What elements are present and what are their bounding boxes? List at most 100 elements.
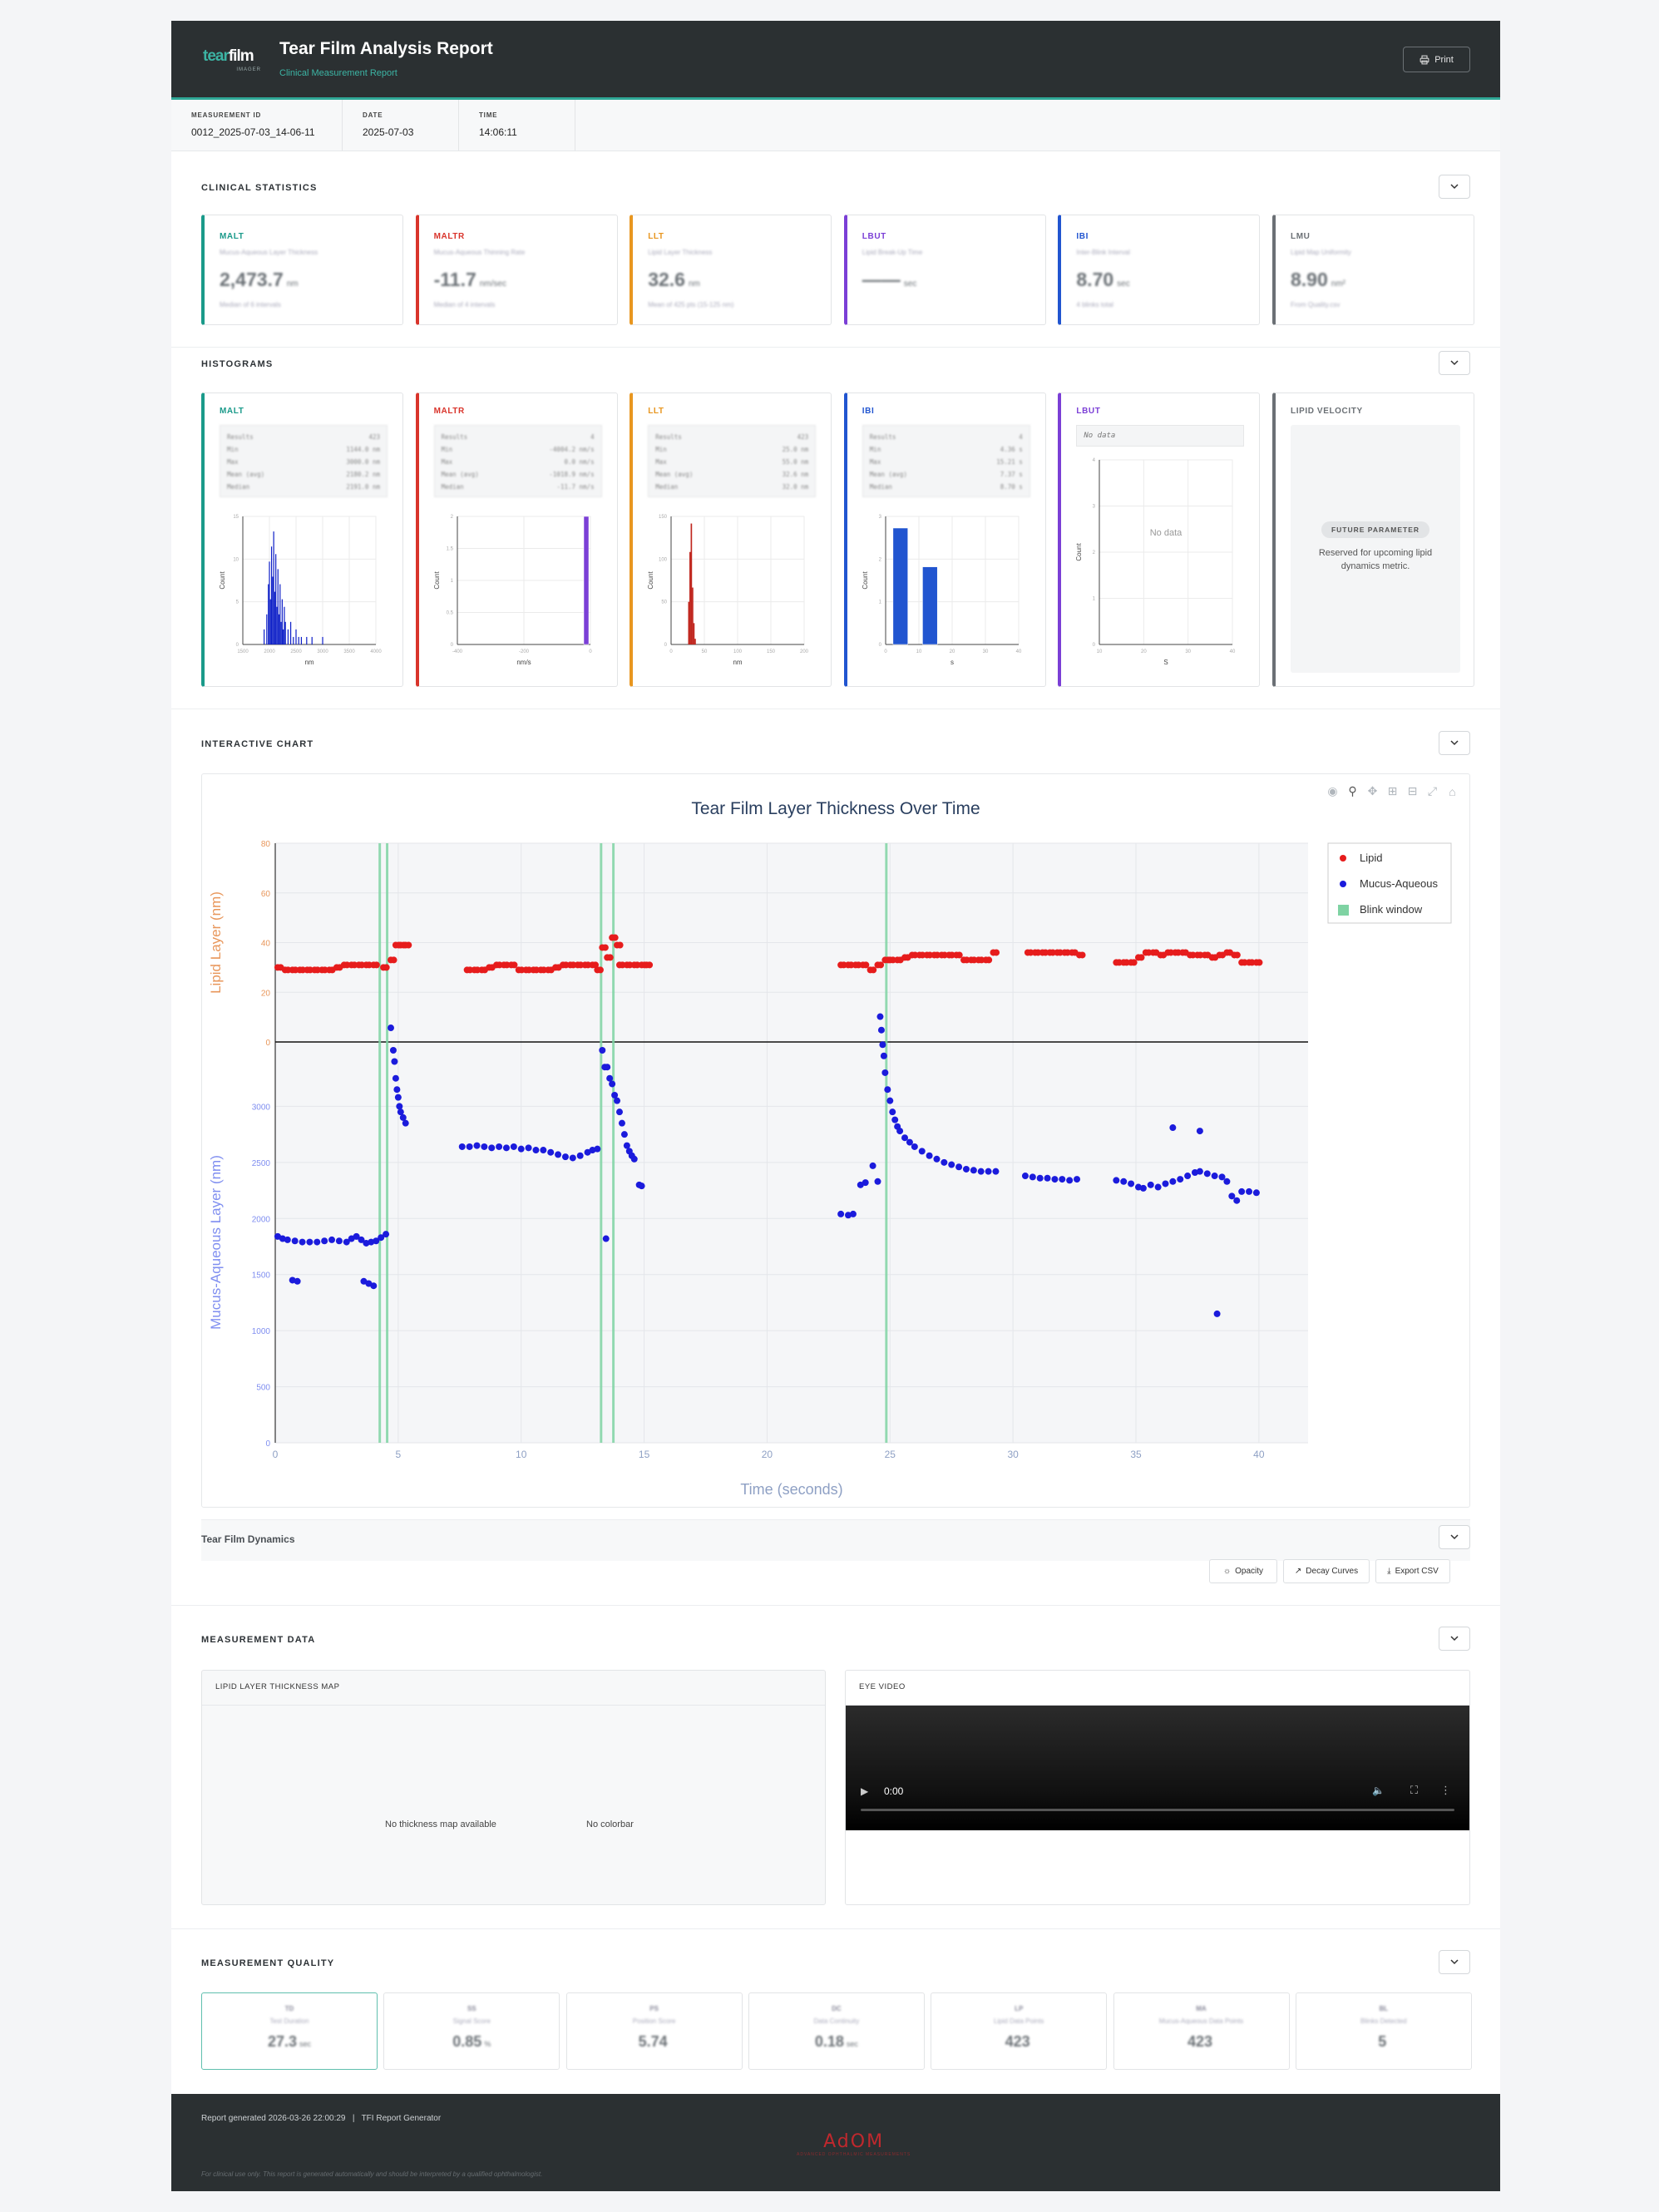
ma-point[interactable] xyxy=(370,1282,378,1290)
ma-point[interactable] xyxy=(889,1108,896,1116)
blink-window[interactable] xyxy=(885,843,888,1443)
collapse-measurement-button[interactable] xyxy=(1439,1627,1470,1651)
ma-point[interactable] xyxy=(977,1168,985,1175)
lipid-point[interactable] xyxy=(383,964,390,971)
legend-marker[interactable] xyxy=(1340,855,1346,862)
ma-point[interactable] xyxy=(609,1080,616,1088)
more-icon[interactable]: ⋮ xyxy=(1440,1784,1451,1796)
histogram-bar[interactable] xyxy=(311,636,313,644)
camera-icon[interactable]: ◉ xyxy=(1327,784,1338,797)
blink-window[interactable] xyxy=(386,843,389,1443)
ma-point[interactable] xyxy=(561,1153,569,1161)
ma-point[interactable] xyxy=(387,1025,394,1032)
histogram-bar[interactable] xyxy=(694,639,696,644)
ma-point[interactable] xyxy=(886,1097,894,1104)
ma-point[interactable] xyxy=(901,1134,909,1142)
histogram-plot[interactable]: 10 20 30 40 0 1 2 3 4 S Count No data xyxy=(1073,453,1247,678)
print-button[interactable]: Print xyxy=(1403,47,1470,72)
histogram-bar[interactable] xyxy=(274,591,275,644)
histogram-bar[interactable] xyxy=(693,623,695,644)
ma-point[interactable] xyxy=(1233,1197,1241,1204)
ma-point[interactable] xyxy=(481,1143,488,1150)
ma-point[interactable] xyxy=(321,1237,328,1245)
lipid-point[interactable] xyxy=(511,961,518,969)
ma-point[interactable] xyxy=(941,1158,948,1166)
ma-point[interactable] xyxy=(532,1147,540,1154)
ma-point[interactable] xyxy=(547,1148,555,1156)
ma-point[interactable] xyxy=(466,1143,473,1150)
histogram-bar[interactable] xyxy=(287,629,289,644)
histogram-bar[interactable] xyxy=(268,584,269,644)
ma-point[interactable] xyxy=(576,1152,584,1159)
lipid-point[interactable] xyxy=(596,966,604,974)
ma-point[interactable] xyxy=(606,1074,614,1082)
ma-point[interactable] xyxy=(906,1138,913,1146)
ma-point[interactable] xyxy=(880,1052,887,1059)
lipid-point[interactable] xyxy=(1256,959,1263,966)
ma-point[interactable] xyxy=(1128,1180,1135,1187)
ma-point[interactable] xyxy=(874,1178,881,1185)
legend-marker[interactable] xyxy=(1338,905,1349,916)
lipid-point[interactable] xyxy=(616,941,624,949)
collapse-quality-button[interactable] xyxy=(1439,1950,1470,1974)
ma-point[interactable] xyxy=(879,1041,886,1049)
ma-point[interactable] xyxy=(397,1108,404,1116)
ma-point[interactable] xyxy=(891,1116,899,1123)
ma-point[interactable] xyxy=(488,1144,496,1152)
ma-point[interactable] xyxy=(314,1238,321,1246)
histogram-plot[interactable]: 0 50 100 150 200 0 50 100 150 nm Count xyxy=(644,510,819,678)
lipid-point[interactable] xyxy=(1079,951,1086,959)
ma-point[interactable] xyxy=(869,1162,876,1169)
histogram-bar[interactable] xyxy=(921,566,938,645)
legend-marker[interactable] xyxy=(1340,881,1346,887)
histogram-bar[interactable] xyxy=(690,523,693,644)
ma-point[interactable] xyxy=(1228,1192,1236,1200)
ma-point[interactable] xyxy=(394,1094,402,1101)
ma-point[interactable] xyxy=(611,1091,619,1099)
ma-point[interactable] xyxy=(620,1131,628,1138)
ma-point[interactable] xyxy=(510,1143,517,1150)
ma-point[interactable] xyxy=(1184,1173,1192,1180)
ma-point[interactable] xyxy=(1162,1180,1169,1187)
ma-point[interactable] xyxy=(1154,1183,1162,1191)
blink-window[interactable] xyxy=(612,843,615,1443)
lipid-point[interactable] xyxy=(606,954,614,961)
play-icon[interactable]: ▶ xyxy=(861,1785,869,1797)
lipid-point[interactable] xyxy=(646,961,654,969)
collapse-clinical-button[interactable] xyxy=(1439,175,1470,199)
histogram-bar[interactable] xyxy=(583,516,589,645)
video-progress-bar[interactable] xyxy=(861,1809,1454,1811)
ma-point[interactable] xyxy=(1044,1174,1051,1182)
ma-point[interactable] xyxy=(884,1086,891,1094)
ma-point[interactable] xyxy=(1196,1168,1203,1175)
ma-point[interactable] xyxy=(378,1234,385,1242)
ma-point[interactable] xyxy=(985,1168,992,1175)
ma-point[interactable] xyxy=(1120,1178,1128,1185)
export-csv-button[interactable]: ⤓ Export CSV xyxy=(1375,1559,1450,1583)
histogram-bar[interactable] xyxy=(266,614,268,644)
blink-window[interactable] xyxy=(378,843,382,1443)
ma-point[interactable] xyxy=(926,1152,933,1159)
home-icon[interactable]: ⌂ xyxy=(1449,784,1456,798)
histogram-bar[interactable] xyxy=(689,551,691,644)
ma-point[interactable] xyxy=(1059,1176,1066,1183)
ma-point[interactable] xyxy=(299,1238,306,1246)
autoscale-icon[interactable]: ⤢ xyxy=(1427,784,1438,797)
ma-point[interactable] xyxy=(881,1069,889,1076)
lipid-point[interactable] xyxy=(390,956,397,964)
ma-point[interactable] xyxy=(849,1210,857,1217)
ma-point[interactable] xyxy=(399,1113,407,1121)
ma-point[interactable] xyxy=(599,1047,606,1054)
histogram-bar[interactable] xyxy=(322,636,323,644)
collapse-interactive-button[interactable] xyxy=(1439,731,1470,755)
ma-point[interactable] xyxy=(284,1236,291,1243)
collapse-dynamics-button[interactable] xyxy=(1439,1525,1470,1549)
ma-point[interactable] xyxy=(1238,1187,1246,1195)
ma-point[interactable] xyxy=(328,1236,336,1243)
zoom-icon[interactable]: ⚲ xyxy=(1348,784,1357,797)
ma-point[interactable] xyxy=(540,1147,547,1154)
lipid-point[interactable] xyxy=(1130,959,1138,966)
ma-point[interactable] xyxy=(877,1026,885,1034)
collapse-histograms-button[interactable] xyxy=(1439,351,1470,375)
histogram-bar[interactable] xyxy=(270,546,273,644)
